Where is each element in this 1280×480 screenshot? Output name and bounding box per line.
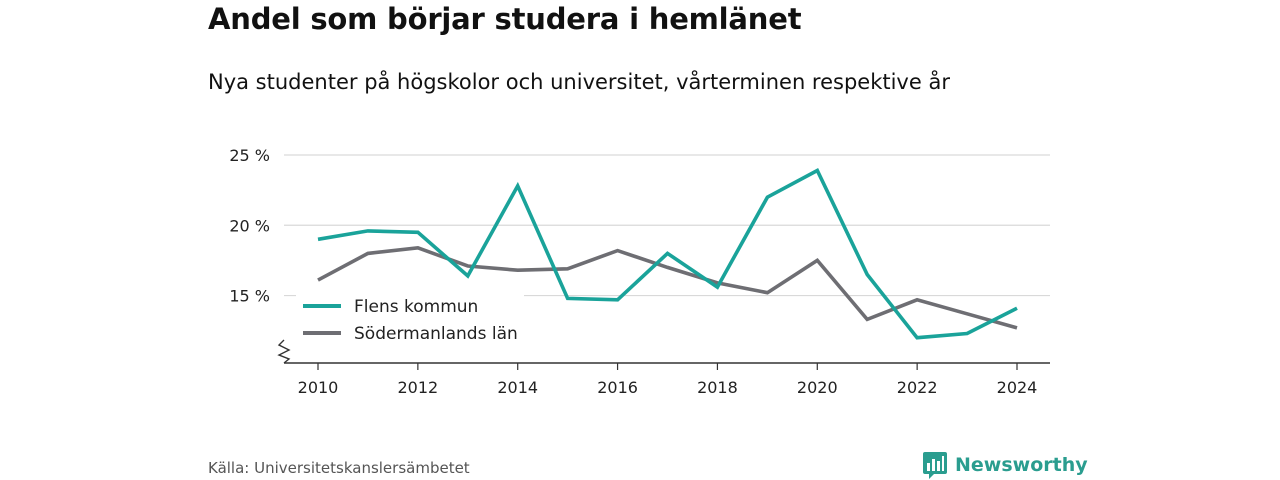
legend-label-flens-kommun: Flens kommun (354, 297, 478, 317)
legend-background (296, 290, 524, 348)
axes: 15 % 20 % 25 % 2010 2012 2014 2016 2018 2020 2022… (229, 146, 1050, 397)
chart-title: Andel som börjar studera i hemlänet (208, 2, 802, 36)
y-tick-label: 20 % (229, 216, 270, 235)
chart-subtitle: Nya studenter på högskolor och universit… (208, 70, 950, 94)
series-lines (317, 168, 1018, 340)
x-tick-label: 2020 (797, 378, 838, 397)
legend: Flens kommun Södermanlands län (296, 290, 524, 348)
x-tick-label: 2018 (697, 378, 738, 397)
series-line-sodermanlands-lan (317, 245, 1018, 330)
brand-name: Newsworthy (955, 454, 1088, 476)
y-axis-break-marker (277, 339, 291, 364)
source-note: Källa: Universitetskanslersämbetet (208, 459, 470, 477)
x-tick-label: 2012 (397, 378, 438, 397)
grid-lines (284, 154, 1050, 297)
series-line-flens-kommun (317, 168, 1018, 340)
x-tick-label: 2014 (497, 378, 538, 397)
x-tick-label: 2010 (298, 378, 339, 397)
x-tick-label: 2016 (597, 378, 638, 397)
legend-label-sodermanlands-lan: Södermanlands län (354, 324, 518, 344)
newsworthy-logo[interactable]: Newsworthy (922, 450, 1088, 480)
x-tick-label: 2022 (897, 378, 938, 397)
y-tick-label: 25 % (229, 146, 270, 165)
x-tick-label: 2024 (997, 378, 1038, 397)
bar-chart-icon (923, 452, 947, 479)
y-tick-label: 15 % (229, 287, 270, 306)
